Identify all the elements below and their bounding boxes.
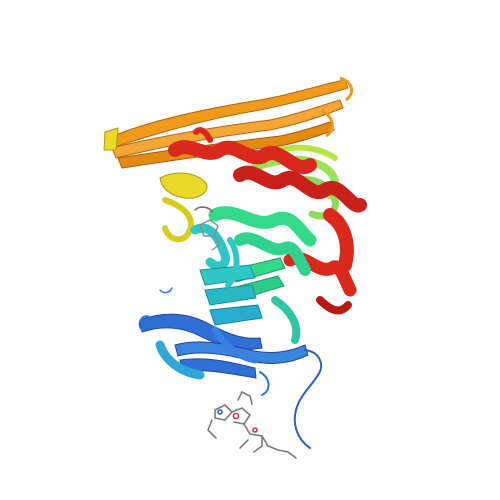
loop-coils — [138, 206, 323, 449]
cyan-central-sheet — [190, 223, 263, 326]
central-ligand-sticks — [199, 219, 221, 251]
blue-bottom-sheet — [139, 313, 309, 380]
green-region — [208, 206, 317, 344]
yellow-lime-region — [159, 144, 340, 243]
ligand-stick-model — [207, 390, 297, 459]
